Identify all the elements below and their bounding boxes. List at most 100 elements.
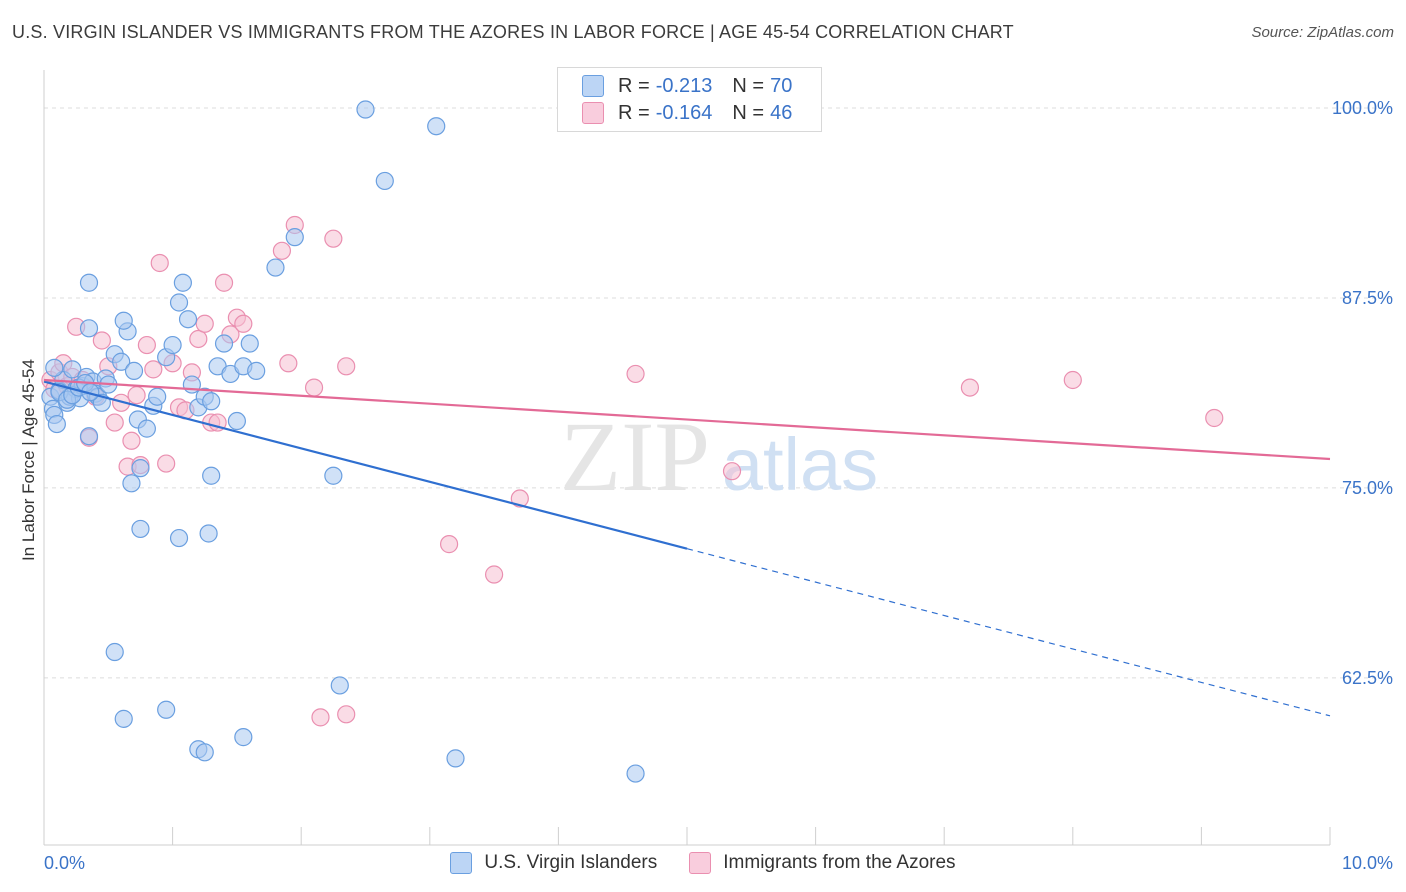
azores-point <box>150 253 169 273</box>
y-tick-label: 75.0% <box>1342 478 1393 498</box>
stats-row-azores: R = -0.164 N = 46 <box>582 100 792 126</box>
usvi-point <box>178 310 198 329</box>
usvi-point <box>173 273 192 292</box>
y-tick-label: 87.5% <box>1342 288 1393 308</box>
azores-point <box>189 329 208 349</box>
azores-point <box>439 535 459 554</box>
azores-trend-line <box>43 378 1331 461</box>
usvi-point <box>356 100 375 119</box>
r-label: R = <box>618 74 650 97</box>
usvi-point <box>169 293 189 312</box>
azores-point <box>144 360 163 379</box>
azores-point <box>337 357 356 376</box>
usvi-point <box>112 352 131 371</box>
usvi-point <box>157 700 176 719</box>
usvi-point <box>202 466 221 485</box>
azores-point <box>960 378 980 397</box>
usvi-point <box>227 411 246 431</box>
azores-point <box>214 273 234 292</box>
watermark-zip: ZIP <box>560 401 710 512</box>
usvi-point <box>626 764 645 783</box>
azores-point <box>127 386 146 405</box>
azores-point <box>105 413 124 432</box>
azores-point <box>626 364 645 384</box>
n-value-azores: 46 <box>770 101 793 124</box>
usvi-point <box>214 334 234 353</box>
usvi-point <box>79 273 99 292</box>
usvi-point <box>131 519 150 539</box>
azores-point <box>234 314 253 333</box>
usvi-point <box>199 524 218 543</box>
x-tick-label-min: 0.0% <box>44 853 85 873</box>
usvi-point <box>131 459 150 478</box>
usvi-point <box>446 749 465 768</box>
y-tick-label: 100.0% <box>1332 98 1393 118</box>
chart-title: U.S. VIRGIN ISLANDER VS IMMIGRANTS FROM … <box>12 22 1014 42</box>
azores-point <box>485 565 504 584</box>
usvi-point <box>202 392 221 411</box>
usvi-point <box>47 414 66 434</box>
azores-point <box>195 314 214 333</box>
usvi-point <box>324 466 343 485</box>
azores-point <box>1063 370 1082 390</box>
axes <box>43 70 1331 846</box>
usvi-point <box>148 387 167 406</box>
tick-labels: 62.5% 75.0% 87.5% 100.0% 0.0% 10.0% <box>44 98 1393 873</box>
usvi-point <box>137 419 156 438</box>
usvi-point <box>63 360 82 379</box>
usvi-point <box>105 642 124 662</box>
usvi-point <box>195 743 214 762</box>
usvi-point <box>163 335 182 355</box>
stats-legend: R = -0.213 N = 70 R = -0.164 N = 46 <box>557 67 822 132</box>
legend-label-usvi: U.S. Virgin Islanders <box>484 852 658 873</box>
usvi-trend-extension <box>686 548 1331 717</box>
usvi-point <box>285 228 304 247</box>
usvi-point <box>240 334 259 353</box>
r-value-azores: -0.164 <box>655 101 713 124</box>
azores-point <box>272 241 292 260</box>
x-tick-label-max: 10.0% <box>1342 853 1393 873</box>
azores-point <box>279 354 298 373</box>
usvi-point <box>427 117 446 136</box>
y-tick-label: 62.5% <box>1342 668 1393 688</box>
r-value-usvi: -0.213 <box>655 74 713 97</box>
n-value-usvi: 70 <box>770 74 793 97</box>
usvi-point <box>79 319 99 338</box>
y-axis-label: In Labor Force | Age 45-54 <box>19 359 38 561</box>
azores-point <box>1205 408 1224 428</box>
usvi-point <box>45 358 64 377</box>
watermark: ZIP atlas <box>560 401 878 512</box>
azores-point <box>304 378 324 397</box>
azores-point <box>122 431 141 450</box>
azores-point <box>722 462 742 481</box>
r-label: R = <box>618 101 650 124</box>
azores-point <box>337 705 356 724</box>
y-axis-label-group: In Labor Force | Age 45-54 <box>19 359 38 561</box>
azores-swatch <box>582 102 604 124</box>
usvi-point <box>247 361 266 380</box>
azores-point <box>311 708 330 727</box>
usvi-swatch <box>582 75 604 97</box>
series-usvi-points <box>41 100 645 783</box>
azores-swatch <box>689 852 712 874</box>
legend-label-azores: Immigrants from the Azores <box>723 852 956 873</box>
usvi-point <box>122 474 141 493</box>
watermark-atlas: atlas <box>722 423 878 506</box>
usvi-trend-line <box>43 380 688 550</box>
azores-point <box>137 335 156 355</box>
usvi-point <box>124 361 144 380</box>
trend-lines <box>43 378 1331 717</box>
azores-point <box>510 489 529 508</box>
usvi-point <box>330 676 349 695</box>
usvi-point <box>114 709 133 728</box>
usvi-point <box>266 258 285 277</box>
usvi-point <box>234 728 253 747</box>
n-label: N = <box>732 74 765 97</box>
usvi-point <box>375 171 394 191</box>
usvi-swatch <box>450 852 473 874</box>
stats-row-usvi: R = -0.213 N = 70 <box>582 73 792 99</box>
legend-item-usvi[interactable]: U.S. Virgin Islanders <box>450 852 657 874</box>
usvi-point <box>169 528 189 548</box>
legend-item-azores[interactable]: Immigrants from the Azores <box>689 852 956 874</box>
